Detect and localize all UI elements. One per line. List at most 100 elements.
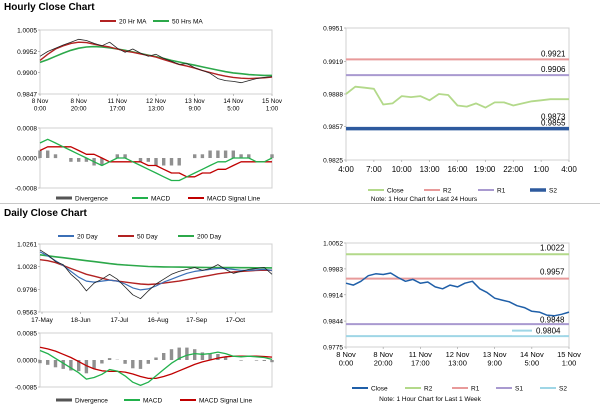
- daily-week-x-tick-label: 13 Nov: [483, 350, 507, 359]
- hourly-price-y-tick-label: 0.9900: [17, 70, 37, 77]
- daily-week-y-tick-label: 0.9844: [323, 319, 343, 326]
- daily-macd-divergence-bar: [162, 353, 166, 360]
- daily-week-y-tick-label: 0.9914: [323, 292, 343, 299]
- hourly-price-frame: [39, 29, 273, 95]
- hourly-24h-legend-r2-label: R2: [443, 188, 452, 195]
- daily-week-legend-s2-label: S2: [559, 386, 567, 393]
- hourly-price-x-tick-label: 1:00: [266, 105, 279, 112]
- hourly-macd-divergence-bar: [146, 158, 150, 162]
- hourly-24h-frame: [345, 27, 570, 161]
- hourly-macd-divergence-bar: [177, 158, 181, 166]
- daily-week-s2-label-bg: [512, 326, 564, 336]
- daily-macd-divergence-bar: [92, 360, 96, 369]
- hourly-price-x-tick-label: 9:00: [189, 105, 202, 112]
- daily-macd-divergence-bar: [223, 356, 228, 360]
- daily-week-y-tick-label: 0.9983: [323, 266, 343, 273]
- hourly-macd-divergence-bar: [53, 154, 58, 159]
- hourly-price-x-tick-label: 11 Nov: [108, 98, 128, 105]
- daily-section-title: Daily Close Chart: [4, 208, 87, 219]
- hourly-price-x-tick-label: 8 Nov: [32, 98, 49, 105]
- daily-macd-divergence-bar: [146, 360, 150, 364]
- daily-week-note: Note: 1 Hour Chart for Last 1 Week: [379, 396, 482, 403]
- daily-macd-divergence-bar: [46, 360, 50, 365]
- hourly-24h-legend-close-label: Close: [387, 188, 404, 195]
- hourly-macd-divergence-bar: [100, 158, 104, 166]
- hourly-24h-legend-r1-label: R1: [497, 188, 506, 195]
- daily-week-x-tick-label: 8 Nov: [373, 350, 393, 359]
- daily-price-ma200-line: [39, 254, 273, 269]
- hourly-24h-x-tick-label: 19:00: [475, 165, 496, 174]
- hourly-24h-y-tick-label: 0.9857: [323, 124, 343, 131]
- hourly-24h-y-tick-label: 0.9825: [323, 158, 343, 165]
- daily-week-x-tick-label: 1:00: [562, 359, 577, 368]
- daily-macd-legend-signal-label: MACD Signal Line: [199, 398, 252, 405]
- hourly-macd-divergence-bar: [200, 154, 205, 159]
- daily-macd-divergence-bar: [138, 360, 143, 369]
- hourly-price-x-tick-label: 14 Nov: [223, 98, 244, 105]
- hourly-macd-y-tick-label: 0.0008: [17, 126, 37, 133]
- hourly-macd-legend-macd-label: MACD: [151, 196, 170, 203]
- hourly-macd-divergence-bar: [239, 154, 243, 159]
- daily-macd-divergence-bar: [270, 360, 274, 363]
- hourly-price-x-tick-label: 13 Nov: [185, 98, 206, 105]
- daily-macd-divergence-bar: [61, 360, 65, 369]
- hourly-price-x-tick-label: 17:00: [109, 105, 125, 112]
- daily-price-x-tick-label: 17-Sep: [186, 317, 207, 324]
- hourly-price-x-tick-label: 13:00: [148, 105, 164, 112]
- daily-week-x-tick-label: 0:00: [339, 359, 354, 368]
- daily-macd-legend-macd-label: MACD: [143, 398, 162, 405]
- daily-week-y-tick-label: 0.9775: [323, 345, 343, 352]
- hourly-macd-divergence-bar: [169, 158, 174, 166]
- hourly-24h-x-tick-label: 4:00: [561, 165, 577, 174]
- daily-macd-divergence-bar: [216, 354, 220, 360]
- hourly-24h-y-tick-label: 0.9951: [323, 26, 343, 33]
- hourly-price-x-tick-label: 12 Nov: [146, 98, 167, 105]
- daily-week-y-tick-label: 1.0052: [323, 241, 343, 248]
- hourly-macd-divergence-bar: [223, 150, 228, 158]
- daily-price-y-tick-label: 1.0028: [17, 264, 37, 271]
- daily-macd-divergence-bar: [262, 360, 266, 361]
- hourly-macd-divergence-bar: [138, 158, 143, 162]
- daily-week-r1-value: 0.9957: [540, 268, 565, 277]
- hourly-macd-divergence-bar: [208, 150, 212, 158]
- daily-week-x-tick-label: 8 Nov: [336, 350, 356, 359]
- hourly-24h-s2-value: 0.9855: [541, 119, 566, 128]
- hourly-price-ma50-line: [39, 45, 272, 77]
- daily-macd-divergence-bar: [69, 360, 73, 371]
- hourly-macd-divergence-bar: [46, 150, 50, 158]
- daily-week-x-tick-label: 17:00: [411, 359, 430, 368]
- daily-week-legend-r2-label: R2: [424, 386, 433, 393]
- hourly-macd-legend-divergence-label: Divergence: [75, 196, 108, 203]
- hourly-24h-x-tick-label: 1:00: [533, 165, 549, 174]
- daily-macd-divergence-bar: [193, 349, 197, 360]
- daily-price-legend-50-label: 50 Day: [137, 234, 158, 241]
- daily-price-legend-200-label: 200 Day: [197, 234, 222, 241]
- daily-price-x-tick-label: 17-Oct: [226, 317, 246, 324]
- hourly-24h-x-tick-label: 7:00: [366, 165, 382, 174]
- hourly-24h-x-tick-label: 22:00: [503, 165, 524, 174]
- hourly-24h-x-tick-label: 16:00: [447, 165, 468, 174]
- hourly-price-x-tick-label: 15 Nov: [262, 98, 283, 105]
- hourly-macd-divergence-bar: [247, 154, 251, 159]
- daily-week-r2-value: 1.0022: [540, 243, 565, 252]
- daily-macd-divergence-bar: [208, 353, 212, 360]
- hourly-macd-divergence-bar: [115, 154, 119, 159]
- hourly-macd-divergence-bar: [38, 150, 42, 158]
- daily-macd-divergence-bar: [200, 352, 205, 360]
- daily-week-x-tick-label: 14 Nov: [520, 350, 544, 359]
- section-divider: [0, 203, 600, 204]
- hourly-macd-divergence-bar: [216, 150, 220, 158]
- daily-macd-divergence-bar: [100, 360, 104, 364]
- daily-macd-divergence-bar: [177, 347, 181, 360]
- hourly-macd-divergence-bar: [270, 154, 274, 159]
- daily-price-legend-20-label: 20 Day: [77, 234, 98, 241]
- daily-macd-y-tick-label: 0.0085: [17, 331, 37, 338]
- hourly-macd-divergence-bar: [193, 154, 197, 159]
- daily-macd-divergence-bar: [154, 357, 158, 360]
- hourly-price-x-tick-label: 5:00: [227, 105, 240, 112]
- hourly-24h-r2-value: 0.9921: [541, 49, 566, 58]
- daily-macd-divergence-bar: [53, 360, 58, 368]
- daily-macd-divergence-bar: [254, 360, 259, 361]
- hourly-price-y-tick-label: 0.9952: [17, 49, 37, 56]
